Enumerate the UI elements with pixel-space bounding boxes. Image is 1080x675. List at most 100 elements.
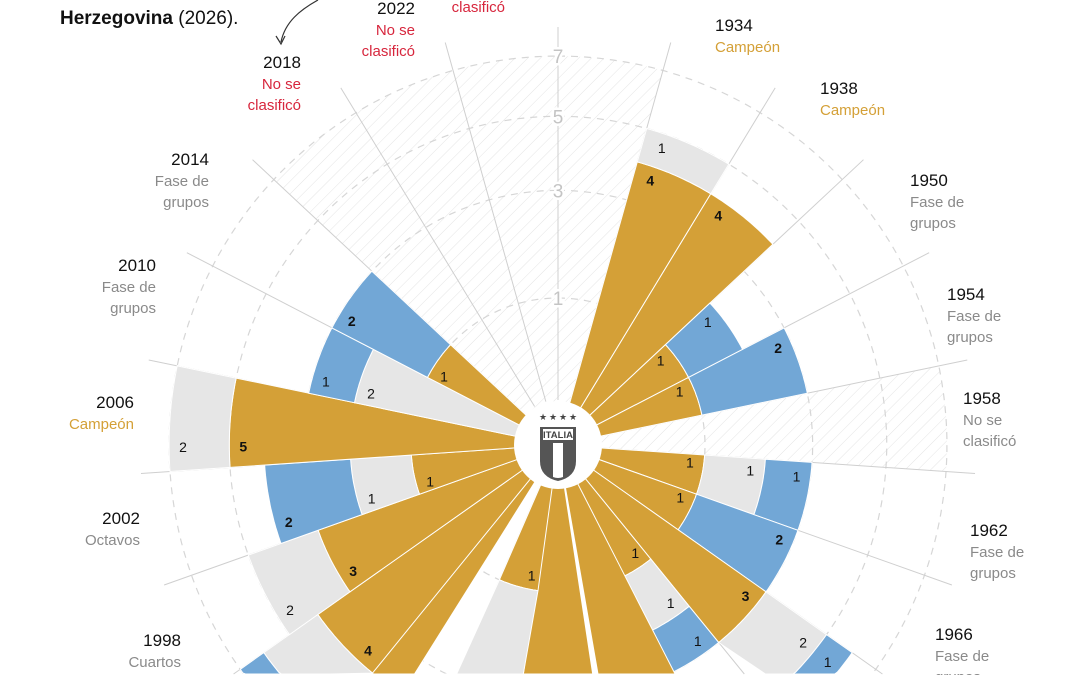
- result-label: grupos: [970, 565, 1016, 582]
- year-label: 1938: [820, 79, 858, 98]
- year-label: 1966: [935, 625, 973, 644]
- category-label-1966: 1966 Fase de grupos: [935, 625, 989, 675]
- year-label: 1934: [715, 16, 753, 35]
- year-label: 1958: [963, 389, 1001, 408]
- star-icon: ★: [539, 412, 547, 422]
- value-label-win-1998: 3: [349, 563, 357, 579]
- value-label-win-1966: 1: [676, 489, 684, 505]
- arrowhead-icon: [275, 35, 286, 46]
- value-label-loss-1962: 1: [793, 468, 801, 484]
- category-label-1958: 1958 No se clasificó: [963, 389, 1016, 450]
- bar-loss-1970: [765, 633, 853, 675]
- year-label: 2018: [263, 53, 301, 72]
- category-label-1998: 1998 Cuartos: [128, 631, 181, 671]
- value-label-win-1938: 4: [714, 207, 722, 223]
- category-label-1950: 1950 Fase de grupos: [910, 171, 964, 232]
- value-label-loss-2014: 2: [348, 313, 356, 329]
- result-label: clasificó: [963, 433, 1016, 450]
- tick-label-3: 3: [553, 181, 564, 202]
- value-label-loss-1966: 2: [775, 532, 783, 548]
- hatch-sector-2018: [273, 112, 558, 445]
- category-label-1938: 1938 Campeón: [820, 79, 885, 119]
- shield-band: [543, 429, 573, 440]
- result-label: Cuartos: [128, 654, 181, 671]
- value-label-win-2014: 1: [440, 369, 448, 385]
- year-label: 2006: [96, 393, 134, 412]
- result-label: clasificó: [362, 43, 415, 60]
- bar-draw-1986: [455, 579, 539, 675]
- value-label-win-2006: 5: [239, 439, 247, 455]
- star-icon: ★: [569, 412, 577, 422]
- hatch-sector-2026: [453, 56, 558, 445]
- value-label-win-1954: 1: [676, 383, 684, 399]
- value-label-draw-2006: 2: [179, 439, 187, 455]
- value-label-win-1974: 1: [631, 545, 639, 561]
- year-label: 2014: [171, 150, 209, 169]
- value-label-draw-2010: 2: [367, 386, 375, 402]
- spoke: [444, 42, 547, 402]
- bar-loss-1994: [239, 651, 331, 675]
- value-label-loss-1950: 1: [704, 314, 712, 330]
- year-label: 2002: [102, 509, 140, 528]
- logo-text: ITALIA: [543, 430, 573, 441]
- tick-label-1: 1: [553, 289, 564, 310]
- hatch-sector-2022: [355, 70, 558, 445]
- year-label: 1950: [910, 171, 948, 190]
- ring-5: [228, 115, 888, 674]
- result-label: Fase de: [910, 194, 964, 211]
- result-label: Fase de: [970, 544, 1024, 561]
- result-label: Campeón: [69, 416, 134, 433]
- hatch-sector-1930: [558, 56, 663, 445]
- value-label-win-1994: 4: [364, 643, 372, 659]
- value-label-win-2002: 1: [426, 474, 434, 490]
- value-label-loss-1974: 1: [694, 633, 702, 649]
- italy-crest-icon: ★ ★ ★ ★ITALIA: [514, 401, 602, 489]
- result-label: grupos: [935, 669, 981, 675]
- category-label-1934: 1934 Campeón: [715, 16, 780, 56]
- bar-draw-2006: [168, 365, 237, 473]
- value-label-draw-1934: 1: [658, 140, 666, 156]
- result-label: clasificó: [452, 0, 505, 16]
- result-label: Octavos: [85, 532, 140, 549]
- value-label-win-1934: 4: [646, 173, 654, 189]
- value-label-win-1962: 1: [686, 454, 694, 470]
- radial-ticks: 1 3 5 7: [550, 27, 566, 400]
- result-label: grupos: [163, 194, 209, 211]
- value-label-loss-1970: 1: [824, 654, 832, 670]
- arrow-icon: [280, 0, 319, 43]
- result-label: No se: [376, 22, 415, 39]
- not-participated-hatch: [273, 56, 947, 472]
- star-icon: ★: [559, 412, 567, 422]
- result-label: No se: [963, 412, 1002, 429]
- bar-loss-2014: [331, 270, 452, 379]
- bar-loss-1954: [687, 327, 808, 416]
- year-label: 1962: [970, 521, 1008, 540]
- category-label-2014: 2014 Fase de grupos: [155, 150, 209, 211]
- value-label-loss-1954: 2: [774, 340, 782, 356]
- year-label: 1998: [143, 631, 181, 650]
- year-label: 2022: [377, 0, 415, 18]
- result-label: grupos: [910, 215, 956, 232]
- bar-win-1938: [557, 193, 774, 446]
- value-label-win-1950: 1: [657, 353, 665, 369]
- category-label-2006: 2006 Campeón: [69, 393, 134, 433]
- result-label: grupos: [947, 329, 993, 346]
- result-label: Campeón: [715, 39, 780, 56]
- value-label-loss-2002: 2: [285, 514, 293, 530]
- spoke: [340, 87, 536, 407]
- year-label: 2010: [118, 256, 156, 275]
- value-label-draw-1962: 1: [746, 462, 754, 478]
- result-label: clasificó: [248, 97, 301, 114]
- result-label: Fase de: [102, 279, 156, 296]
- tick-label-7: 7: [553, 47, 564, 68]
- tick-label-5: 5: [553, 107, 564, 128]
- value-label-draw-2002: 1: [368, 490, 376, 506]
- hatch-sector-1958: [558, 365, 947, 472]
- value-label-draw-1970: 2: [799, 634, 807, 650]
- value-label-draw-1974: 1: [667, 595, 675, 611]
